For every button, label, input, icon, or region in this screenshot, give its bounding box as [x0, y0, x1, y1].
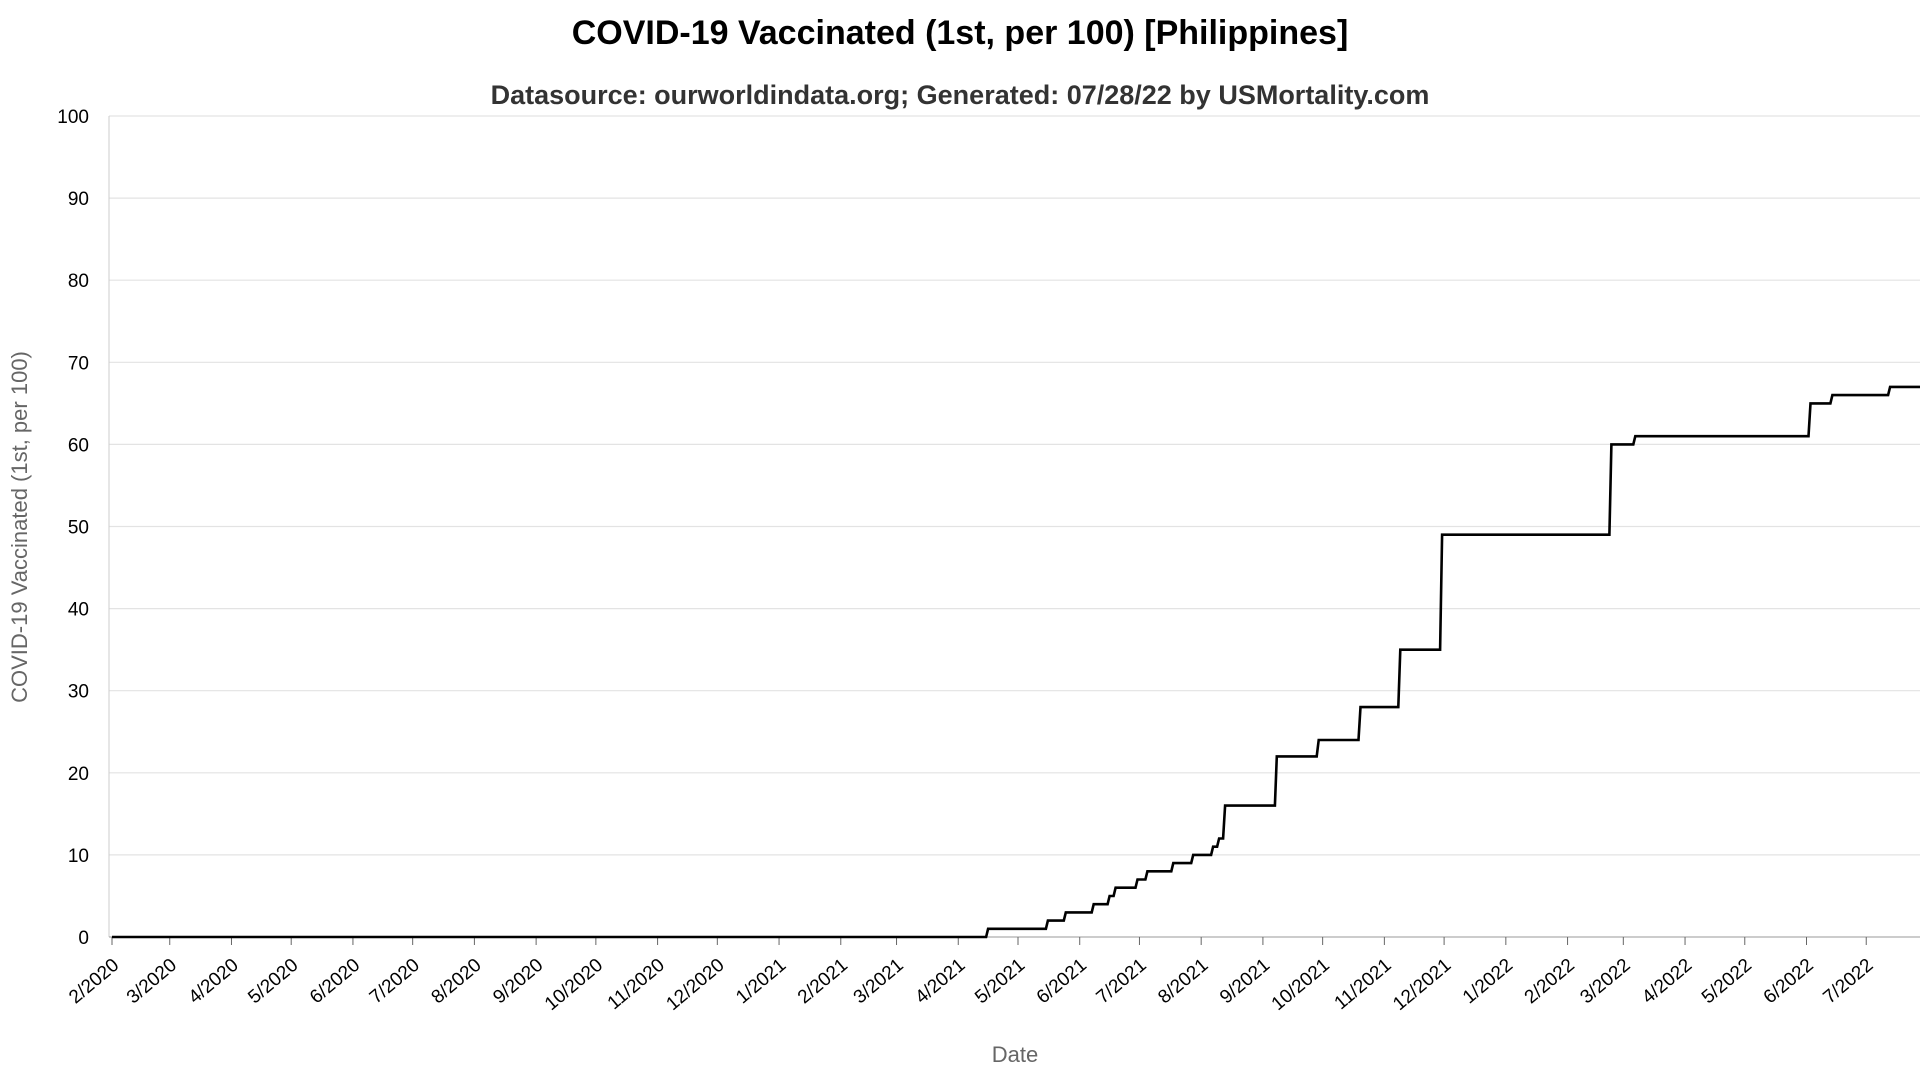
x-tick-label: 7/2021 [1093, 955, 1151, 1008]
y-tick-label: 20 [68, 764, 89, 785]
x-tick-label: 4/2022 [1638, 955, 1696, 1008]
x-tick-label: 1/2022 [1459, 955, 1517, 1008]
x-tick-label: 5/2022 [1698, 955, 1756, 1008]
x-tick-label: 7/2022 [1819, 955, 1877, 1008]
x-tick-label: 2/2022 [1521, 955, 1579, 1008]
x-tick-label: 7/2020 [366, 955, 424, 1008]
x-axis-title: Date [992, 1042, 1038, 1067]
x-tick-labels: 2/2020 3/2020 4/2020 5/2020 6/2020 7/2020 8/20… [65, 937, 1877, 1015]
chart-subtitle: Datasource: ourworldindata.org; Generate… [490, 80, 1430, 110]
x-tick-label: 6/2022 [1760, 955, 1818, 1008]
x-tick-label: 11/2020 [604, 955, 669, 1014]
x-tick-label: 3/2021 [850, 955, 908, 1008]
grid-lines [109, 115, 1920, 856]
x-tick-label: 9/2021 [1216, 955, 1274, 1008]
x-tick-label: 5/2021 [971, 955, 1029, 1008]
chart-title: COVID-19 Vaccinated (1st, per 100) [Phil… [571, 14, 1349, 52]
x-tick-label: 6/2020 [306, 955, 364, 1008]
x-tick-label: 4/2020 [185, 955, 243, 1008]
x-tick-label: 3/2022 [1577, 955, 1635, 1008]
x-tick-label: 5/2020 [244, 955, 302, 1008]
x-tick-label: 4/2021 [911, 955, 969, 1008]
x-tick-label: 3/2020 [123, 955, 181, 1008]
x-tick-label: 8/2020 [428, 955, 486, 1008]
x-tick-label: 1/2021 [732, 955, 790, 1008]
y-tick-label: 60 [68, 435, 89, 456]
x-tick-label: 2/2021 [794, 955, 852, 1008]
x-tick-label: 10/2020 [541, 955, 607, 1015]
y-tick-label: 10 [68, 846, 89, 867]
x-tick-label: 6/2021 [1033, 955, 1091, 1008]
y-tick-label: 70 [68, 353, 89, 374]
x-tick-label: 12/2020 [662, 955, 728, 1015]
x-tick-label: 10/2021 [1268, 955, 1334, 1015]
y-axis-title: COVID-19 Vaccinated (1st, per 100) [7, 351, 32, 703]
series-group [112, 385, 1920, 939]
x-tick-label: 9/2020 [489, 955, 547, 1008]
y-tick-label: 40 [68, 600, 89, 621]
y-tick-label: 90 [68, 189, 89, 210]
y-tick-label: 100 [57, 107, 89, 128]
x-tick-label: 12/2021 [1389, 955, 1455, 1015]
y-tick-label: 80 [68, 271, 89, 292]
y-tick-label: 0 [78, 928, 89, 949]
y-tick-label: 50 [68, 518, 89, 539]
series-line [112, 385, 1920, 939]
y-tick-labels: 0 10 20 30 40 50 60 70 80 90 100 [57, 107, 89, 949]
y-tick-label: 30 [68, 682, 89, 703]
x-tick-label: 8/2021 [1154, 955, 1212, 1008]
x-tick-label: 11/2021 [1331, 955, 1396, 1014]
x-tick-label: 2/2020 [65, 955, 123, 1008]
